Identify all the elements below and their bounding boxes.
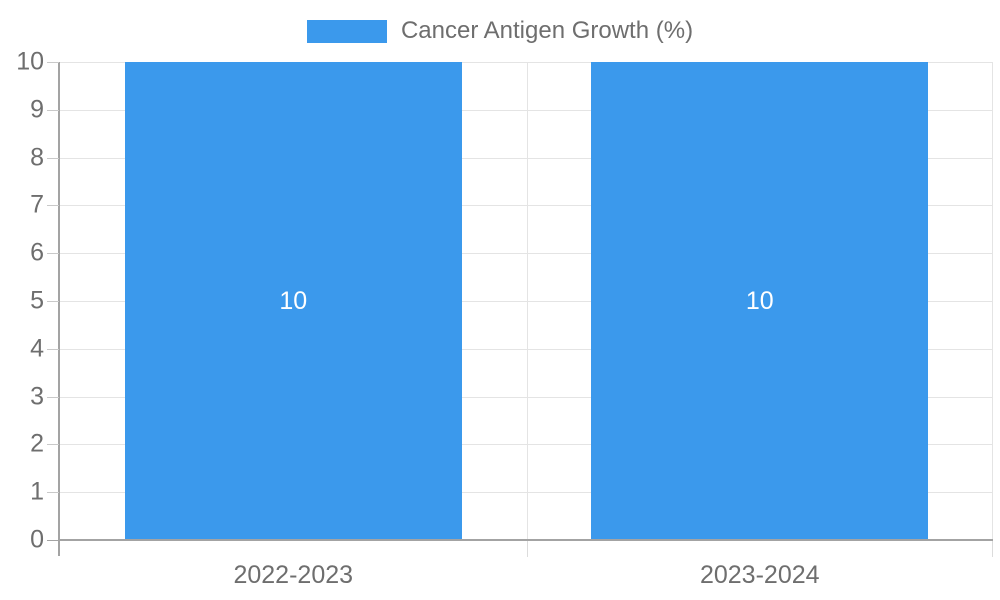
bar[interactable]: 10 (124, 62, 462, 540)
y-tick-label: 5 (30, 286, 44, 315)
y-tick (47, 540, 59, 541)
y-tick-label: 10 (16, 47, 44, 76)
y-tick-label: 2 (30, 429, 44, 458)
legend-label: Cancer Antigen Growth (%) (400, 17, 694, 44)
y-tick-label: 0 (30, 525, 44, 554)
bar-value-label: 10 (745, 286, 774, 315)
y-tick-label: 6 (30, 238, 44, 267)
y-tick (47, 109, 59, 111)
y-tick-label: 8 (30, 143, 44, 172)
y-tick-label: 4 (30, 334, 44, 363)
x-tick-label: 2023-2024 (699, 561, 820, 589)
y-tick (47, 157, 59, 159)
y-tick (47, 444, 59, 446)
y-tick (47, 62, 59, 63)
bar[interactable]: 10 (591, 62, 929, 540)
y-tick (47, 492, 59, 494)
gridline (992, 62, 993, 540)
x-tick (526, 540, 528, 557)
legend-swatch (306, 19, 387, 43)
bar-value-label: 10 (279, 286, 308, 315)
y-tick (47, 348, 59, 350)
y-tick-label: 9 (30, 95, 44, 124)
x-axis-line (58, 539, 993, 541)
y-tick (47, 396, 59, 398)
y-tick-label: 3 (30, 382, 44, 411)
y-tick (47, 301, 59, 302)
y-tick-label: 1 (30, 477, 44, 506)
y-axis-line (58, 62, 60, 556)
x-tick (992, 540, 993, 557)
y-tick (47, 205, 59, 207)
y-tick (47, 253, 59, 255)
x-tick-label: 2022-2023 (233, 561, 354, 589)
gridline (526, 62, 528, 540)
plot-area: 10 10 (60, 62, 993, 540)
y-tick-label: 7 (30, 190, 44, 219)
legend[interactable]: Cancer Antigen Growth (%) (0, 19, 1000, 43)
